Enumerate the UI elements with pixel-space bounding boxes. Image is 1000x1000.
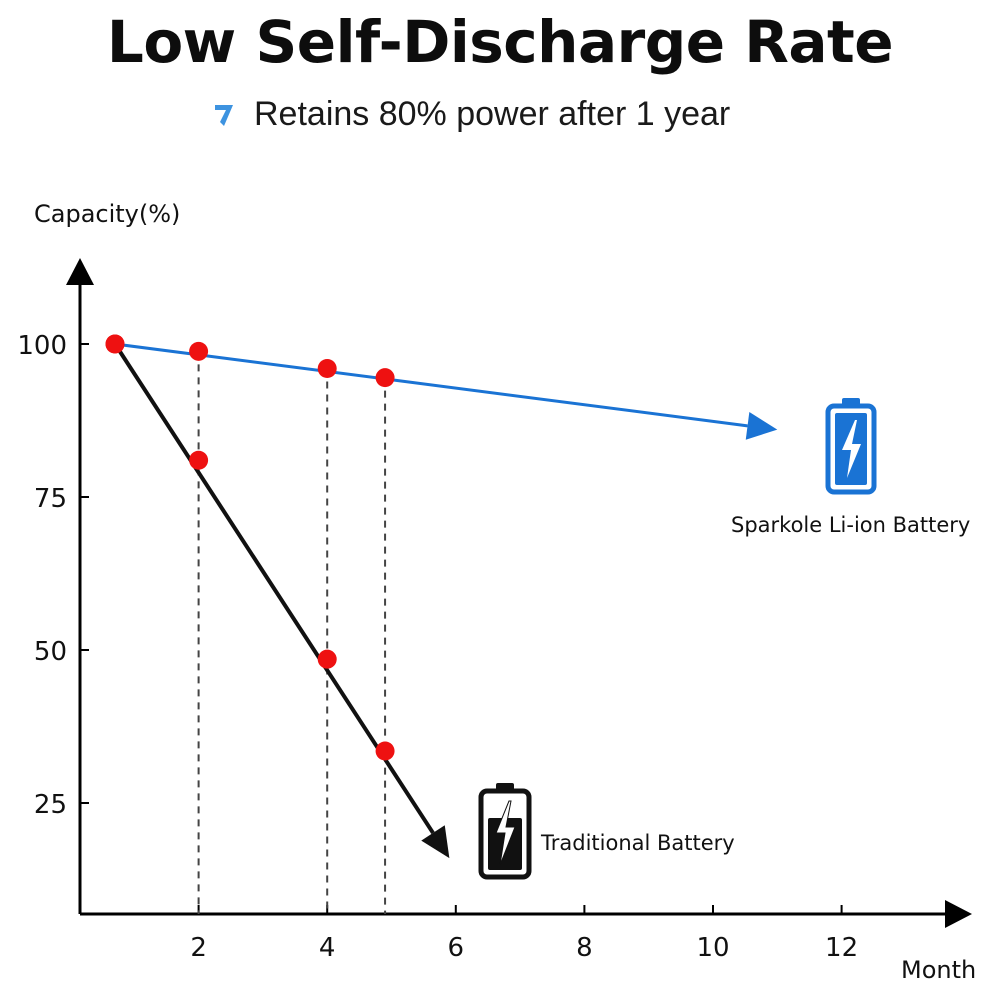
data-point	[105, 334, 125, 354]
traditional-battery-icon	[478, 783, 532, 880]
series-arrowhead-icon	[745, 411, 778, 440]
data-point	[189, 450, 209, 470]
page-title: Low Self-Discharge Rate	[106, 8, 894, 76]
bullet-chevron-icon	[215, 105, 233, 126]
x-tick-label: 2	[190, 933, 207, 963]
data-point	[189, 341, 209, 361]
li-ion-series-label: Sparkole Li-ion Battery	[731, 513, 970, 537]
x-tick-label: 12	[825, 933, 858, 963]
series-line	[114, 342, 748, 428]
x-tick-label: 4	[319, 933, 336, 963]
y-axis-label: Capacity(%)	[34, 200, 180, 228]
subtitle-row: Retains 80% power after 1 year	[212, 92, 730, 136]
li-ion-battery-icon	[825, 398, 877, 495]
chart-labels: 2 4 6 8 10 12 100 75 50 25	[17, 331, 858, 963]
y-tick-label: 75	[34, 484, 67, 514]
chart-markers	[105, 334, 395, 761]
data-point	[317, 358, 337, 378]
data-point	[317, 649, 337, 669]
x-tick-label: 8	[576, 933, 593, 963]
traditional-series-label: Traditional Battery	[540, 831, 735, 855]
x-tick-label: 10	[696, 933, 729, 963]
x-axis-label: Month	[901, 956, 976, 984]
chart-series-lines	[113, 342, 778, 859]
y-axis-arrow-icon	[66, 258, 94, 285]
x-tick-label: 6	[448, 933, 465, 963]
series-arrowhead-icon	[421, 825, 450, 859]
subtitle-text: Retains 80% power after 1 year	[254, 94, 731, 133]
y-tick-label: 25	[34, 790, 67, 820]
y-tick-label: 50	[34, 637, 67, 667]
chart-droplines	[197, 351, 387, 914]
data-point	[375, 368, 395, 388]
data-point	[375, 741, 395, 761]
y-tick-label: 100	[17, 331, 67, 361]
x-axis-arrow-icon	[945, 900, 972, 928]
